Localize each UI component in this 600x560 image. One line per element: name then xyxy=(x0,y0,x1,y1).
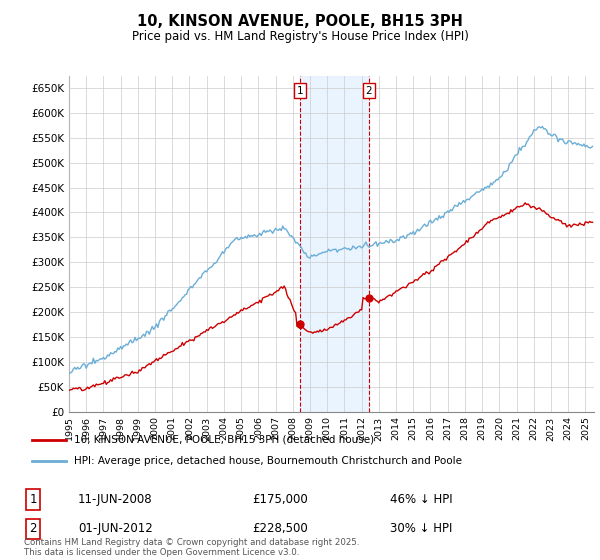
Text: 46% ↓ HPI: 46% ↓ HPI xyxy=(390,493,452,506)
Text: 01-JUN-2012: 01-JUN-2012 xyxy=(78,522,153,535)
Text: Contains HM Land Registry data © Crown copyright and database right 2025.
This d: Contains HM Land Registry data © Crown c… xyxy=(24,538,359,557)
Text: £175,000: £175,000 xyxy=(252,493,308,506)
Text: 1: 1 xyxy=(29,493,37,506)
Text: 10, KINSON AVENUE, POOLE, BH15 3PH (detached house): 10, KINSON AVENUE, POOLE, BH15 3PH (deta… xyxy=(74,435,374,445)
Text: 2: 2 xyxy=(29,522,37,535)
Text: 11-JUN-2008: 11-JUN-2008 xyxy=(78,493,152,506)
Text: HPI: Average price, detached house, Bournemouth Christchurch and Poole: HPI: Average price, detached house, Bour… xyxy=(74,456,462,466)
Text: 30% ↓ HPI: 30% ↓ HPI xyxy=(390,522,452,535)
Text: 10, KINSON AVENUE, POOLE, BH15 3PH: 10, KINSON AVENUE, POOLE, BH15 3PH xyxy=(137,14,463,29)
Text: 2: 2 xyxy=(365,86,372,96)
Bar xyxy=(301,76,369,412)
Text: 1: 1 xyxy=(297,86,304,96)
Text: Price paid vs. HM Land Registry's House Price Index (HPI): Price paid vs. HM Land Registry's House … xyxy=(131,30,469,43)
Text: £228,500: £228,500 xyxy=(252,522,308,535)
